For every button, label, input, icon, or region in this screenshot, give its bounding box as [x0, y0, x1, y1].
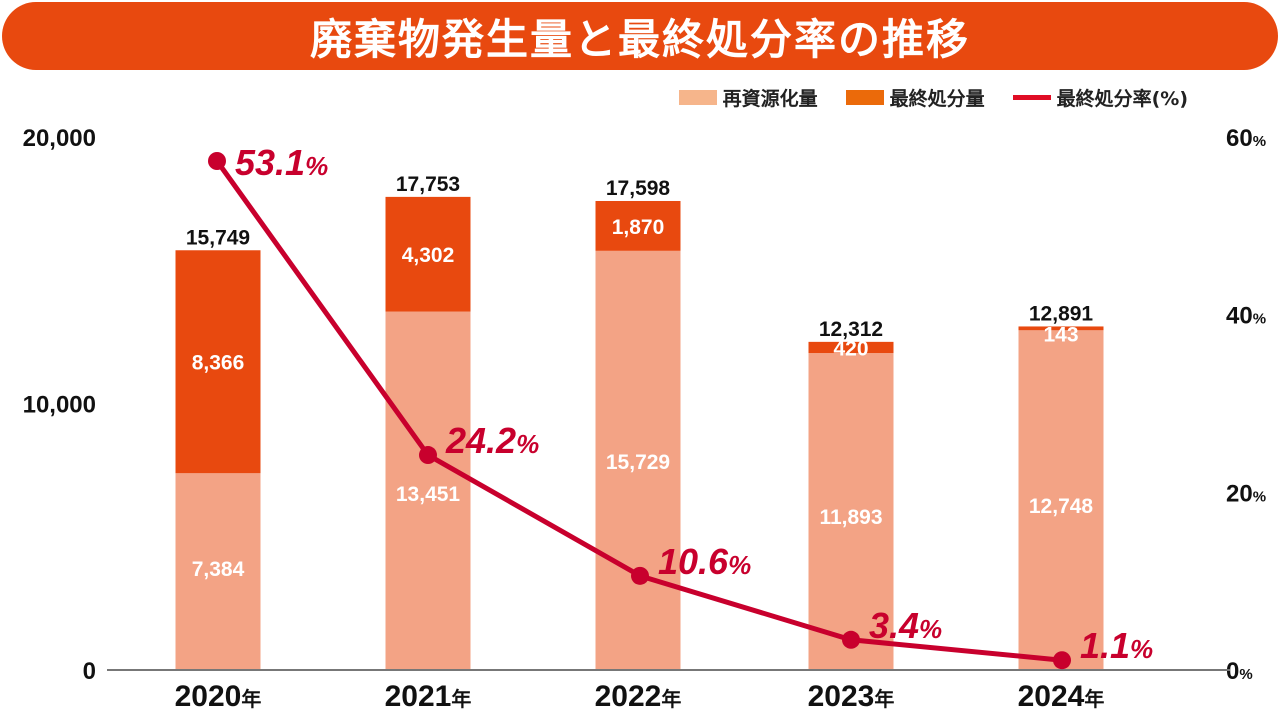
bar-label-recycled: 12,748: [1029, 495, 1094, 518]
legend-item-recycled: 再資源化量: [678, 84, 818, 111]
x-tick-label: 2024年: [1018, 680, 1105, 713]
bar-label-recycled: 13,451: [396, 483, 461, 506]
y-right-tick-label: 40%: [1226, 303, 1266, 330]
bar-label-final-disposal: 143: [1043, 323, 1078, 346]
bar-label-final-disposal: 8,366: [192, 352, 245, 375]
y-right-tick-label: 20%: [1226, 480, 1266, 507]
bar-recycled: [175, 473, 261, 670]
rate-data-label: 10.6%: [658, 541, 751, 582]
y-right-tick-label: 60%: [1226, 125, 1266, 152]
legend-swatch-final-disposal: [845, 90, 884, 105]
bar-label-recycled: 7,384: [192, 558, 245, 581]
rate-data-label: 3.4%: [869, 605, 942, 646]
bar-total-label: 17,753: [396, 173, 460, 196]
legend-item-final-disposal: 最終処分量: [845, 84, 985, 111]
bar-total-label: 12,312: [819, 318, 883, 341]
point-disposal-rate: [631, 566, 649, 585]
chart-title-banner: 廃棄物発生量と最終処分率の推移: [2, 2, 1278, 70]
legend: 再資源化量 最終処分量 最終処分率(%): [678, 84, 1188, 111]
rate-data-label: 53.1%: [235, 142, 328, 183]
point-disposal-rate: [1053, 651, 1071, 670]
bar-final-disposal: [1018, 326, 1104, 331]
legend-label-final-disposal: 最終処分量: [889, 88, 985, 110]
x-tick-label: 2022年: [595, 680, 682, 713]
bar-recycled: [808, 353, 894, 670]
x-tick-label: 2023年: [808, 680, 895, 713]
legend-label-recycled: 再資源化量: [722, 88, 818, 110]
legend-label-disposal-rate: 最終処分率(%): [1056, 88, 1188, 110]
bar-label-final-disposal: 4,302: [402, 244, 455, 267]
point-disposal-rate: [208, 152, 226, 170]
rate-data-label: 24.2%: [445, 420, 539, 461]
legend-swatch-recycled: [678, 90, 717, 105]
point-disposal-rate: [842, 630, 860, 649]
chart-title: 廃棄物発生量と最終処分率の推移: [309, 14, 970, 64]
x-tick-label: 2020年: [175, 680, 262, 713]
point-disposal-rate: [419, 446, 437, 465]
bar-label-recycled: 15,729: [606, 451, 670, 474]
bar-total-label: 15,749: [186, 226, 250, 249]
bar-recycled: [1018, 330, 1104, 670]
y-left-tick-label: 10,000: [23, 392, 96, 419]
bar-label-final-disposal: 420: [833, 337, 868, 360]
bar-final-disposal: [175, 250, 261, 474]
bar-final-disposal: [808, 341, 894, 354]
bar-label-final-disposal: 1,870: [612, 216, 665, 239]
bar-final-disposal: [385, 196, 471, 312]
rate-data-label: 1.1%: [1080, 625, 1153, 666]
legend-swatch-disposal-rate: [1012, 95, 1051, 100]
y-left-tick-label: 20,000: [23, 125, 96, 152]
bar-recycled: [595, 250, 681, 670]
bar-recycled: [385, 311, 471, 670]
bar-final-disposal: [595, 200, 681, 251]
y-right-tick-label: 0%: [1226, 658, 1253, 685]
bar-total-label: 17,598: [606, 177, 671, 200]
bar-total-label: 12,891: [1029, 302, 1094, 325]
y-left-tick-label: 0: [83, 658, 96, 685]
bar-label-recycled: 11,893: [819, 506, 882, 529]
x-tick-label: 2021年: [385, 680, 472, 713]
legend-item-disposal-rate: 最終処分率(%): [1012, 84, 1188, 111]
